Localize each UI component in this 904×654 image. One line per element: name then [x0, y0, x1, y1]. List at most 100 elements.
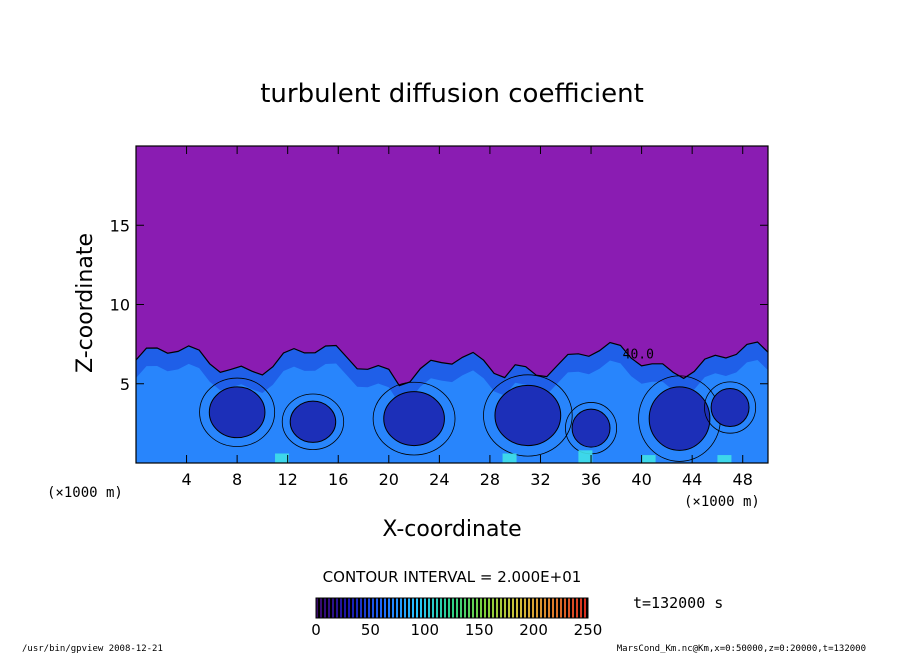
- colorbar-cell: [400, 598, 402, 618]
- eddy-core: [710, 388, 750, 428]
- x-tick-label: 28: [480, 470, 500, 489]
- colorbar-cell-line: [510, 598, 512, 618]
- colorbar-cell-line: [446, 598, 448, 618]
- colorbar-cell: [428, 598, 430, 618]
- colorbar-cell: [344, 598, 346, 618]
- x-tick-label: 44: [682, 470, 702, 489]
- colorbar-cell-line: [338, 598, 340, 618]
- colorbar-cell-line: [562, 598, 564, 618]
- colorbar-cell-line: [390, 598, 392, 618]
- colorbar-cell: [508, 598, 510, 618]
- colorbar-cell-line: [330, 598, 332, 618]
- colorbar-cell: [540, 598, 542, 618]
- colorbar-cell: [460, 598, 462, 618]
- x-tick-label: 8: [232, 470, 242, 489]
- colorbar-cell-line: [430, 598, 432, 618]
- y-tick-label: 10: [110, 296, 130, 315]
- x-tick-label: 12: [278, 470, 298, 489]
- x-axis: 4 8 12 16 20 24 28 32 36 40 44 48: [181, 146, 753, 489]
- colorbar-cell-line: [374, 598, 376, 618]
- colorbar-cell: [584, 598, 586, 618]
- colorbar-cell: [548, 598, 550, 618]
- colorbar-cell: [456, 598, 458, 618]
- colorbar-cell-line: [574, 598, 576, 618]
- colorbar-cell: [432, 598, 434, 618]
- colorbar-cell-line: [410, 598, 412, 618]
- colorbar-cell-line: [334, 598, 336, 618]
- colorbar-cell-line: [386, 598, 388, 618]
- colorbar-cell: [368, 598, 370, 618]
- colorbar-cell-line: [426, 598, 428, 618]
- colorbar-cell-line: [450, 598, 452, 618]
- colorbar-cell: [572, 598, 574, 618]
- colorbar-cell: [388, 598, 390, 618]
- colorbar-cell: [544, 598, 546, 618]
- colorbar-cell: [416, 598, 418, 618]
- x-axis-title: X-coordinate: [382, 517, 521, 542]
- colorbar-cell: [536, 598, 538, 618]
- colorbar-cell: [440, 598, 442, 618]
- colorbar-cell: [332, 598, 334, 618]
- colorbar-cell: [324, 598, 326, 618]
- colorbar-cell-line: [486, 598, 488, 618]
- colorbar-cell-line: [398, 598, 400, 618]
- colorbar-cell-line: [422, 598, 424, 618]
- colorbar-cell-line: [478, 598, 480, 618]
- colorbar-cell-line: [470, 598, 472, 618]
- y-tick-label: 5: [120, 375, 130, 394]
- y-axis-title: Z-coordinate: [73, 233, 98, 373]
- colorbar-cell: [412, 598, 414, 618]
- colorbar-cell: [352, 598, 354, 618]
- high-value-streak: [641, 455, 656, 463]
- colorbar-cell-line: [534, 598, 536, 618]
- colorbar-cell-line: [522, 598, 524, 618]
- colorbar-cell: [488, 598, 490, 618]
- colorbar-cell-line: [366, 598, 368, 618]
- colorbar-cell-line: [518, 598, 520, 618]
- colorbar-cell: [520, 598, 522, 618]
- colorbar-cell-line: [558, 598, 560, 618]
- eddy-contour: [372, 381, 456, 456]
- colorbar-cell-line: [494, 598, 496, 618]
- high-value-streak: [275, 453, 290, 463]
- colorbar-cell: [556, 598, 558, 618]
- turbulence-band: [136, 360, 768, 463]
- colorbar-cell: [328, 598, 330, 618]
- colorbar-tick-label: 150: [465, 621, 494, 639]
- colorbar-cell: [560, 598, 562, 618]
- colorbar-cell: [396, 598, 398, 618]
- eddy-core: [648, 386, 711, 451]
- colorbar-cell: [364, 598, 366, 618]
- colorbar-cell: [356, 598, 358, 618]
- colorbar-cell: [568, 598, 570, 618]
- colorbar-cell-line: [502, 598, 504, 618]
- x-tick-label: 16: [328, 470, 348, 489]
- eddy-contour: [199, 377, 276, 447]
- layer-top-contour: [136, 341, 768, 387]
- colorbar-cell: [464, 598, 466, 618]
- colorbar-cell-line: [434, 598, 436, 618]
- colorbar-cell-line: [570, 598, 572, 618]
- x-tick-label: 36: [581, 470, 601, 489]
- colorbar-cell: [340, 598, 342, 618]
- colorbar-cell-line: [458, 598, 460, 618]
- colorbar-cell-line: [378, 598, 380, 618]
- colorbar-cell: [320, 598, 322, 618]
- high-value-streak: [578, 450, 593, 463]
- colorbar-cell: [404, 598, 406, 618]
- colorbar-cell: [576, 598, 578, 618]
- colorbar-tick-label: 200: [519, 621, 548, 639]
- colorbar-cell-line: [538, 598, 540, 618]
- colorbar-cell: [492, 598, 494, 618]
- colorbar-cell-line: [554, 598, 556, 618]
- x-tick-label: 32: [530, 470, 550, 489]
- x-tick-label: 4: [181, 470, 191, 489]
- x-tick-label: 24: [429, 470, 449, 489]
- colorbar-cell: [532, 598, 534, 618]
- colorbar-cell-line: [346, 598, 348, 618]
- colorbar-cell: [420, 598, 422, 618]
- colorbar-cell: [476, 598, 478, 618]
- colorbar-frame: [315, 597, 589, 619]
- contour-interval-label: CONTOUR INTERVAL = 2.000E+01: [323, 568, 582, 586]
